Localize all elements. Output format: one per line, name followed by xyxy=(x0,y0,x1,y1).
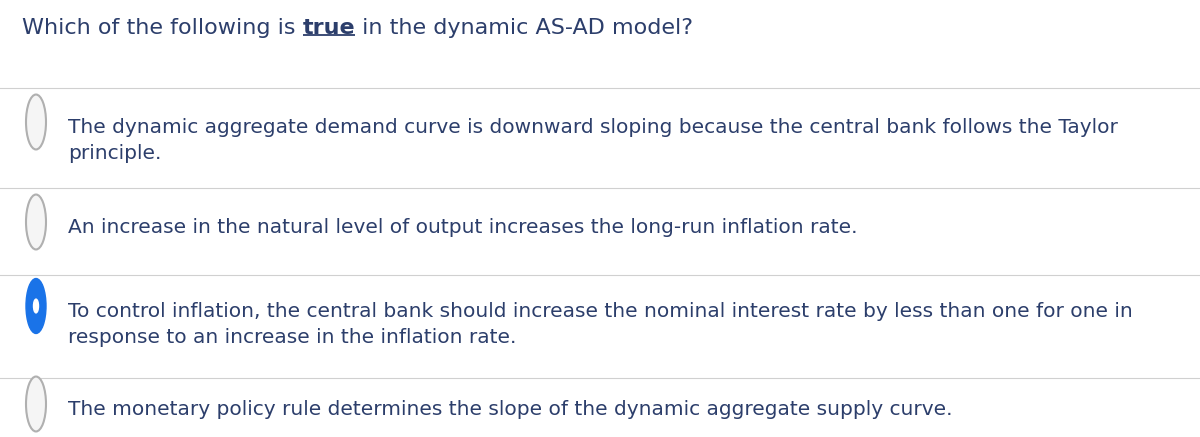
Text: The dynamic aggregate demand curve is downward sloping because the central bank : The dynamic aggregate demand curve is do… xyxy=(68,118,1118,137)
Text: To control inflation, the central bank should increase the nominal interest rate: To control inflation, the central bank s… xyxy=(68,302,1133,321)
Text: true: true xyxy=(302,18,355,38)
Ellipse shape xyxy=(26,278,46,333)
Text: The monetary policy rule determines the slope of the dynamic aggregate supply cu: The monetary policy rule determines the … xyxy=(68,400,953,419)
Text: principle.: principle. xyxy=(68,144,161,163)
Ellipse shape xyxy=(34,299,38,313)
Ellipse shape xyxy=(26,377,46,431)
Text: response to an increase in the inflation rate.: response to an increase in the inflation… xyxy=(68,328,516,347)
Text: An increase in the natural level of output increases the long-run inflation rate: An increase in the natural level of outp… xyxy=(68,218,858,237)
Ellipse shape xyxy=(26,194,46,250)
Text: Which of the following is: Which of the following is xyxy=(22,18,302,38)
Ellipse shape xyxy=(26,94,46,149)
Text: in the dynamic AS-AD model?: in the dynamic AS-AD model? xyxy=(355,18,694,38)
